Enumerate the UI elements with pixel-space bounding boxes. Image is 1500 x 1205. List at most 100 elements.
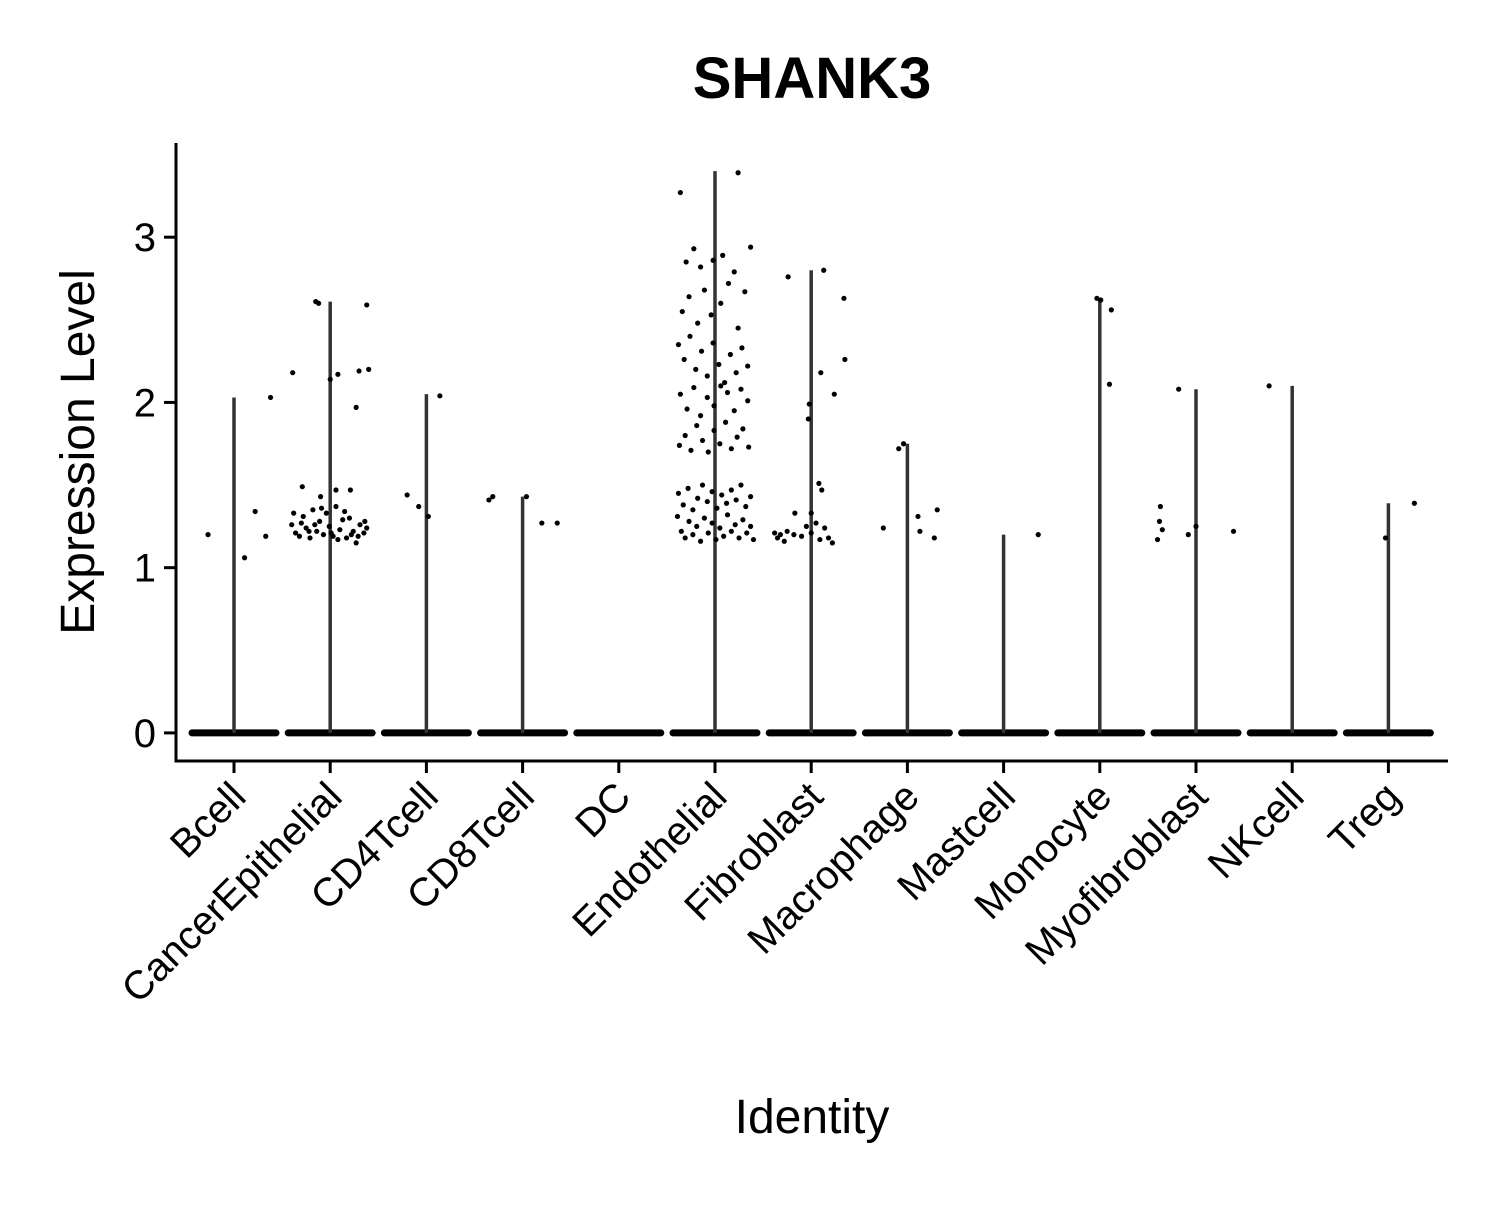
data-point-cancerepithelial: [290, 370, 296, 376]
data-point-myofibroblast: [1157, 503, 1164, 510]
data-point-monocyte: [1108, 307, 1114, 313]
category-group-fibroblast: [765, 267, 857, 737]
data-point-myofibroblast: [1176, 386, 1182, 392]
data-point-endothelial: [745, 363, 751, 369]
data-point-endothelial: [677, 189, 683, 196]
data-point-endothelial: [709, 489, 715, 495]
data-point-endothelial: [718, 383, 724, 389]
data-point-endothelial: [681, 356, 687, 363]
data-point-cd4tcell: [404, 492, 410, 498]
data-point-endothelial: [687, 333, 693, 339]
data-point-endothelial: [724, 389, 731, 396]
plot-area: [188, 170, 1434, 737]
data-point-endothelial: [678, 528, 684, 534]
data-point-cancerepithelial: [300, 513, 306, 520]
data-point-bcell: [205, 532, 211, 538]
data-point-endothelial: [691, 246, 697, 252]
data-point-fibroblast: [777, 532, 784, 538]
data-point-endothelial: [717, 525, 723, 531]
data-point-fibroblast: [784, 528, 790, 534]
data-point-cancerepithelial: [357, 522, 363, 528]
data-point-endothelial: [705, 449, 711, 455]
data-point-cancerepithelial: [312, 522, 318, 528]
data-point-cancerepithelial: [318, 505, 325, 511]
data-point-cancerepithelial: [306, 528, 312, 534]
data-point-endothelial: [713, 536, 719, 543]
data-point-endothelial: [735, 170, 741, 176]
category-group-endothelial: [669, 170, 761, 737]
data-point-bcell: [263, 533, 269, 539]
data-point-treg: [1411, 500, 1417, 506]
data-point-cancerepithelial: [337, 527, 343, 533]
data-point-endothelial: [747, 523, 754, 529]
data-point-cancerepithelial: [353, 540, 359, 546]
data-point-endothelial: [716, 361, 722, 368]
y-tick-label: 2: [134, 381, 156, 425]
data-point-cancerepithelial: [335, 371, 341, 377]
data-point-endothelial: [720, 252, 726, 258]
data-point-cancerepithelial: [317, 518, 323, 525]
data-point-endothelial: [691, 384, 697, 391]
data-point-fibroblast: [817, 536, 823, 543]
data-point-endothelial: [682, 535, 688, 541]
data-point-endothelial: [725, 280, 732, 287]
data-point-endothelial: [711, 403, 717, 409]
data-point-cancerepithelial: [323, 510, 329, 516]
data-point-cancerepithelial: [362, 518, 368, 525]
data-point-endothelial: [743, 503, 749, 510]
y-tick-label: 0: [134, 712, 156, 756]
data-point-endothelial: [686, 294, 692, 300]
y-tick-label: 3: [134, 216, 156, 260]
data-point-macrophage: [934, 507, 940, 513]
data-point-fibroblast: [818, 370, 824, 376]
data-point-cancerepithelial: [292, 530, 299, 536]
data-point-cancerepithelial: [364, 525, 370, 531]
data-point-endothelial: [711, 427, 717, 434]
data-point-endothelial: [734, 434, 740, 440]
data-point-cancerepithelial: [316, 300, 322, 306]
data-point-cancerepithelial: [307, 535, 313, 541]
data-point-endothelial: [747, 244, 754, 250]
data-point-fibroblast: [792, 510, 798, 516]
data-point-endothelial: [732, 522, 738, 528]
data-point-endothelial: [680, 502, 686, 508]
data-point-cancerepithelial: [296, 533, 303, 539]
data-point-endothelial: [708, 312, 714, 318]
data-point-cancerepithelial: [320, 532, 327, 538]
data-point-fibroblast: [813, 520, 819, 526]
data-point-fibroblast: [825, 535, 832, 541]
data-point-bcell: [241, 555, 248, 561]
data-point-myofibroblast: [1156, 518, 1163, 525]
data-point-endothelial: [717, 441, 723, 447]
data-point-bcell: [252, 508, 258, 515]
data-point-endothelial: [727, 351, 733, 358]
data-point-endothelial: [704, 394, 710, 401]
data-point-endothelial: [738, 482, 744, 488]
data-point-cancerepithelial: [310, 507, 316, 513]
data-point-fibroblast: [808, 530, 814, 536]
data-point-endothelial: [728, 446, 734, 452]
data-point-cd4tcell: [425, 513, 431, 520]
data-point-endothelial: [690, 507, 696, 513]
data-point-fibroblast: [829, 540, 835, 546]
data-point-nkcell: [1266, 383, 1272, 389]
data-point-myofibroblast: [1154, 536, 1161, 543]
data-point-monocyte: [1098, 297, 1104, 303]
data-point-endothelial: [744, 530, 750, 536]
data-point-cancerepithelial: [347, 487, 354, 493]
data-point-endothelial: [701, 287, 708, 293]
data-point-endothelial: [684, 406, 690, 412]
data-point-fibroblast: [803, 523, 809, 529]
data-point-cancerepithelial: [340, 517, 346, 523]
category-group-treg: [1342, 500, 1434, 737]
data-point-cancerepithelial: [326, 523, 332, 529]
data-point-endothelial: [724, 512, 731, 518]
data-point-endothelial: [699, 437, 706, 444]
data-point-cancerepithelial: [314, 528, 320, 534]
data-point-endothelial: [747, 494, 754, 500]
category-group-myofibroblast: [1150, 386, 1242, 737]
data-point-cancerepithelial: [333, 503, 339, 510]
data-point-fibroblast: [806, 401, 812, 407]
data-point-fibroblast: [842, 356, 848, 363]
